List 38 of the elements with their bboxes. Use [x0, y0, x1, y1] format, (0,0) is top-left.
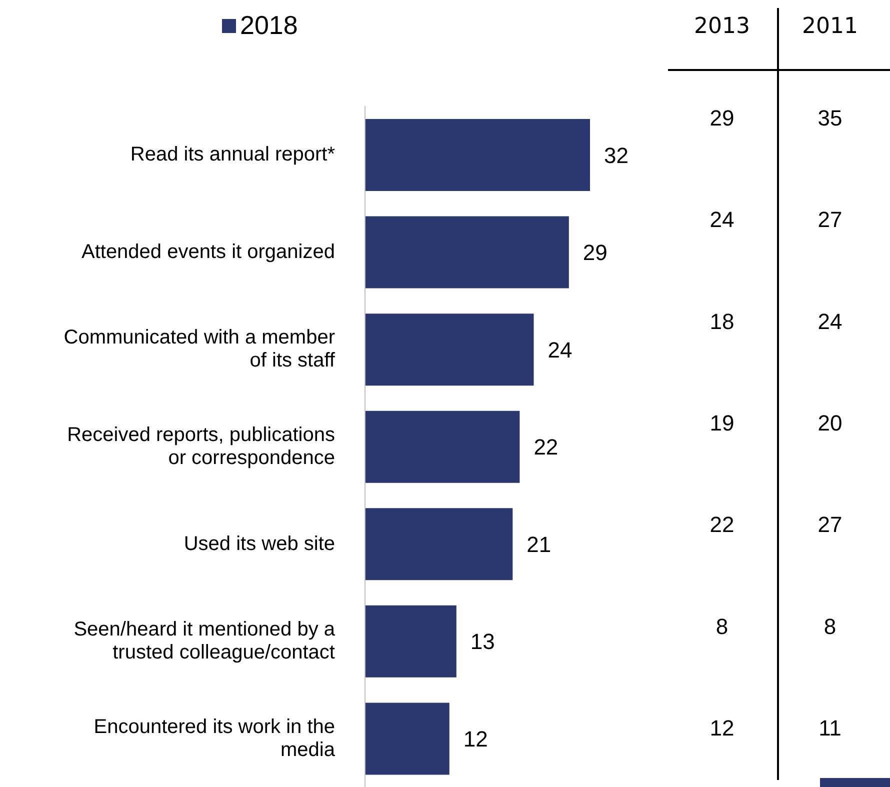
text: 22: [710, 512, 734, 538]
bar: [365, 605, 456, 678]
y-tick-label: Communicated with a member of its staff: [64, 326, 336, 372]
bar: [365, 314, 534, 386]
data-label: 21: [526, 532, 552, 557]
y-tick-label: Received reports, publications or correspondence: [67, 424, 335, 469]
data-label: 13: [470, 629, 495, 654]
y-tick-label: Seen/heard it mentioned by a trusted colleague/contact: [74, 618, 336, 664]
data-label: 24: [548, 337, 572, 362]
y-tick-label: Encountered its work in the media: [94, 716, 336, 761]
text: 27: [818, 512, 842, 538]
data-label: 32: [604, 142, 628, 168]
text: 8: [716, 614, 728, 639]
legend-label: 2018: [239, 10, 298, 41]
bar: [365, 216, 569, 288]
bar: [365, 410, 520, 483]
data-label: 12: [463, 726, 488, 752]
bar: [365, 508, 513, 580]
bar: [365, 119, 590, 191]
bar: [365, 702, 450, 775]
text: 24: [818, 308, 842, 334]
text: 8: [824, 614, 836, 639]
data-label: 22: [534, 434, 558, 460]
text: 12: [710, 716, 734, 741]
y-tick-label: Used its web site: [184, 532, 335, 555]
text: 29: [710, 105, 734, 130]
text: 27: [818, 207, 842, 232]
category-label: 2013: [693, 14, 751, 39]
text: 18: [710, 308, 734, 334]
text: 35: [818, 105, 842, 130]
text: 20: [818, 410, 842, 436]
category-label: 2011: [801, 14, 859, 39]
data-label: 29: [582, 240, 608, 266]
text: 11: [818, 716, 842, 741]
text: 24: [710, 207, 734, 232]
y-tick-label: Read its annual report*: [130, 144, 336, 166]
y-tick-label: Attended events it organized: [81, 240, 335, 263]
text: 19: [710, 410, 734, 436]
